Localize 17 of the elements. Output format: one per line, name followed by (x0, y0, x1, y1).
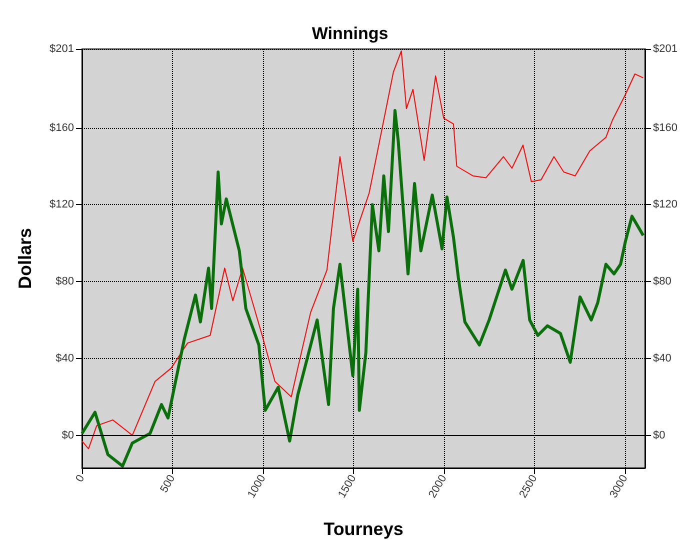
y-tick-label: $80 (56, 276, 74, 288)
y2-tick-label: $0 (653, 429, 666, 442)
y2-tick-label: $40 (653, 352, 672, 364)
y-axis-title: Dollars (15, 228, 35, 290)
y2-tick-label: $201 (653, 43, 678, 55)
y-tick-label: $0 (62, 429, 74, 442)
x-tick-label: 0 (74, 473, 88, 484)
y2-tick-label: $120 (653, 198, 678, 211)
x-axis-title: Tourneys (324, 519, 404, 539)
chart-title: Winnings (312, 24, 388, 43)
y2-tick-label: $80 (653, 276, 672, 288)
x-tick-label: 500 (158, 473, 178, 495)
y-tick-label: $160 (50, 122, 74, 134)
y-tick-label: $40 (56, 352, 74, 364)
y-tick-label: $120 (50, 198, 74, 211)
y2-tick-label: $160 (653, 122, 678, 134)
y-tick-label: $201 (50, 43, 74, 55)
